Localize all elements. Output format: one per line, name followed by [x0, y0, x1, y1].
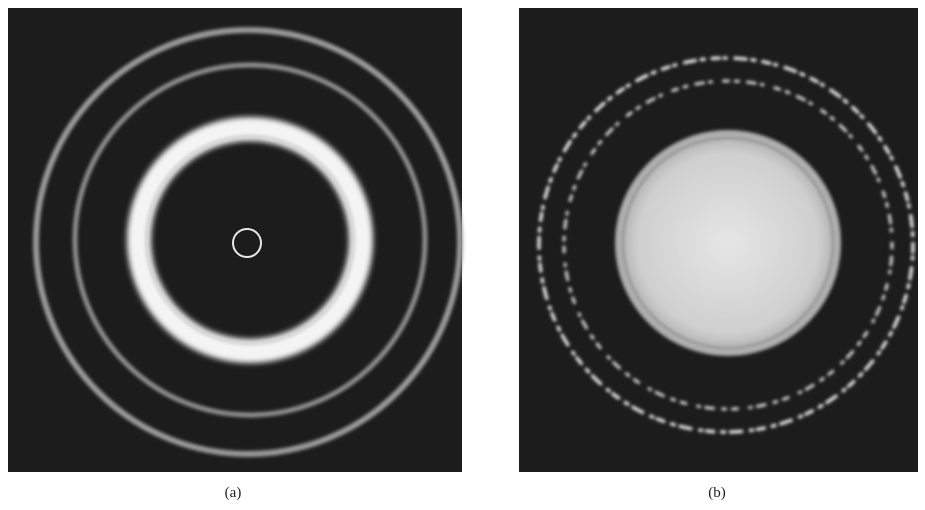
caption: (b): [708, 485, 726, 501]
figure: (a) (b): [0, 0, 925, 510]
page: (a) (b) (() => { const data = JSON.parse…: [0, 0, 925, 510]
panel-a: [8, 8, 462, 472]
caption: (a): [225, 485, 242, 501]
panel-b: [519, 8, 918, 472]
diffuse-disc: [615, 130, 841, 356]
